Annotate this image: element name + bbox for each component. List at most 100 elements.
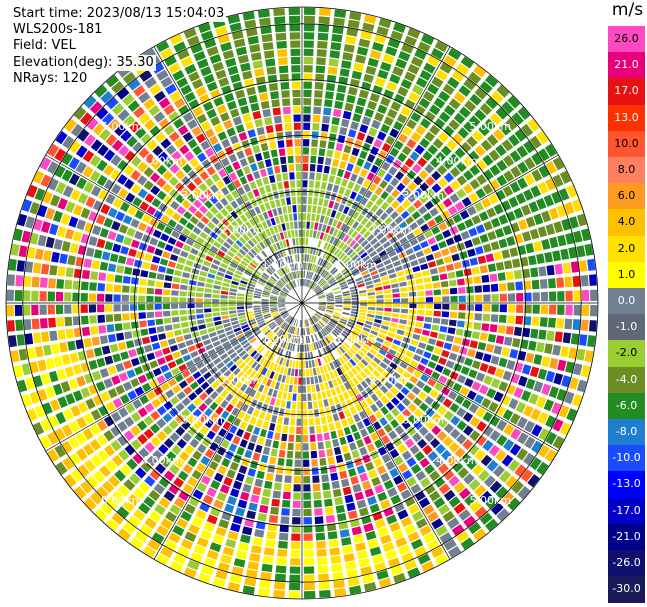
velocity-cell [317, 32, 329, 41]
velocity-cell [117, 421, 128, 432]
velocity-cell [89, 154, 101, 167]
velocity-cell [401, 552, 414, 563]
velocity-cell [61, 440, 73, 454]
velocity-cell [435, 340, 445, 348]
velocity-cell [501, 491, 515, 505]
velocity-cell [61, 241, 71, 252]
velocity-cell [292, 280, 296, 288]
velocity-cell [343, 298, 351, 301]
velocity-cell [264, 286, 272, 291]
velocity-cell [133, 338, 143, 347]
velocity-cell [261, 221, 268, 229]
velocity-cell [344, 188, 352, 197]
velocity-cell [505, 384, 516, 395]
velocity-cell [303, 533, 313, 541]
velocity-cell [307, 280, 311, 288]
velocity-cell [130, 156, 142, 167]
velocity-cell [139, 394, 150, 405]
velocity-cell [72, 304, 80, 314]
velocity-cell [196, 361, 205, 370]
velocity-cell [472, 130, 484, 142]
velocity-cell [393, 140, 404, 151]
velocity-cell [236, 296, 245, 300]
velocity-cell [401, 450, 412, 461]
velocity-cell [231, 377, 239, 386]
velocity-cell [167, 260, 177, 268]
velocity-cell [69, 452, 81, 466]
velocity-cell [280, 156, 287, 165]
velocity-cell [187, 170, 198, 180]
velocity-cell [310, 450, 318, 459]
velocity-cell [158, 393, 168, 404]
velocity-cell [415, 250, 424, 258]
velocity-cell [210, 479, 221, 490]
velocity-cell [355, 54, 367, 64]
velocity-cell [146, 311, 155, 319]
velocity-cell [190, 350, 199, 358]
velocity-cell [453, 336, 463, 345]
velocity-cell [252, 537, 263, 546]
velocity-cell [320, 132, 328, 140]
velocity-cell [464, 239, 474, 249]
velocity-cell [215, 26, 228, 36]
velocity-cell [294, 229, 299, 237]
velocity-cell [510, 166, 522, 178]
velocity-cell [517, 416, 528, 429]
velocity-cell [187, 309, 196, 315]
velocity-cell [419, 194, 429, 204]
velocity-cell [549, 291, 557, 302]
velocity-cell [348, 129, 357, 138]
velocity-cell [466, 304, 475, 311]
velocity-cell [148, 489, 161, 502]
velocity-cell [298, 336, 300, 344]
velocity-cell [315, 323, 321, 330]
velocity-cell [315, 425, 322, 434]
velocity-cell [133, 487, 146, 500]
velocity-cell [397, 509, 409, 520]
velocity-cell [346, 27, 359, 37]
velocity-cell [176, 438, 187, 449]
velocity-cell [294, 254, 298, 262]
velocity-cell [295, 155, 301, 163]
velocity-cell [111, 512, 125, 525]
velocity-cell [554, 263, 563, 275]
velocity-cell [515, 315, 524, 325]
velocity-cell [243, 431, 251, 441]
velocity-cell [151, 255, 161, 264]
velocity-cell [272, 363, 278, 372]
velocity-cell [138, 481, 151, 494]
velocity-cell [181, 228, 191, 237]
velocity-cell [413, 272, 422, 279]
range-rings [5, 6, 599, 600]
colorbar-tick-label: 26.0 [614, 32, 639, 45]
velocity-cell [350, 313, 358, 318]
velocity-cell [279, 524, 289, 533]
velocity-cell [362, 327, 371, 333]
velocity-cell [341, 344, 348, 352]
velocity-cell [338, 393, 345, 402]
velocity-cell [380, 201, 389, 211]
colorbar-swatch [608, 523, 645, 551]
velocity-cell [187, 35, 200, 47]
velocity-cell [277, 224, 283, 232]
velocity-cell [420, 118, 431, 129]
velocity-cell [352, 242, 360, 250]
colorbar-tick-label: -1.0 [615, 320, 638, 334]
velocity-cell [279, 293, 287, 297]
velocity-cell [290, 418, 296, 426]
velocity-cell [355, 276, 363, 282]
velocity-cell [112, 353, 122, 363]
velocity-cell [373, 175, 382, 185]
velocity-cell [357, 283, 365, 288]
velocity-cell [160, 457, 172, 468]
velocity-cell [212, 577, 226, 588]
velocity-cell [392, 241, 401, 249]
velocity-cell [61, 169, 73, 182]
velocity-cell [533, 213, 544, 225]
velocity-cell [321, 207, 327, 215]
velocity-cell [429, 207, 439, 217]
velocity-cell [240, 339, 249, 346]
velocity-cell [438, 90, 451, 102]
velocity-cell [312, 475, 320, 483]
velocity-cell [438, 504, 451, 516]
